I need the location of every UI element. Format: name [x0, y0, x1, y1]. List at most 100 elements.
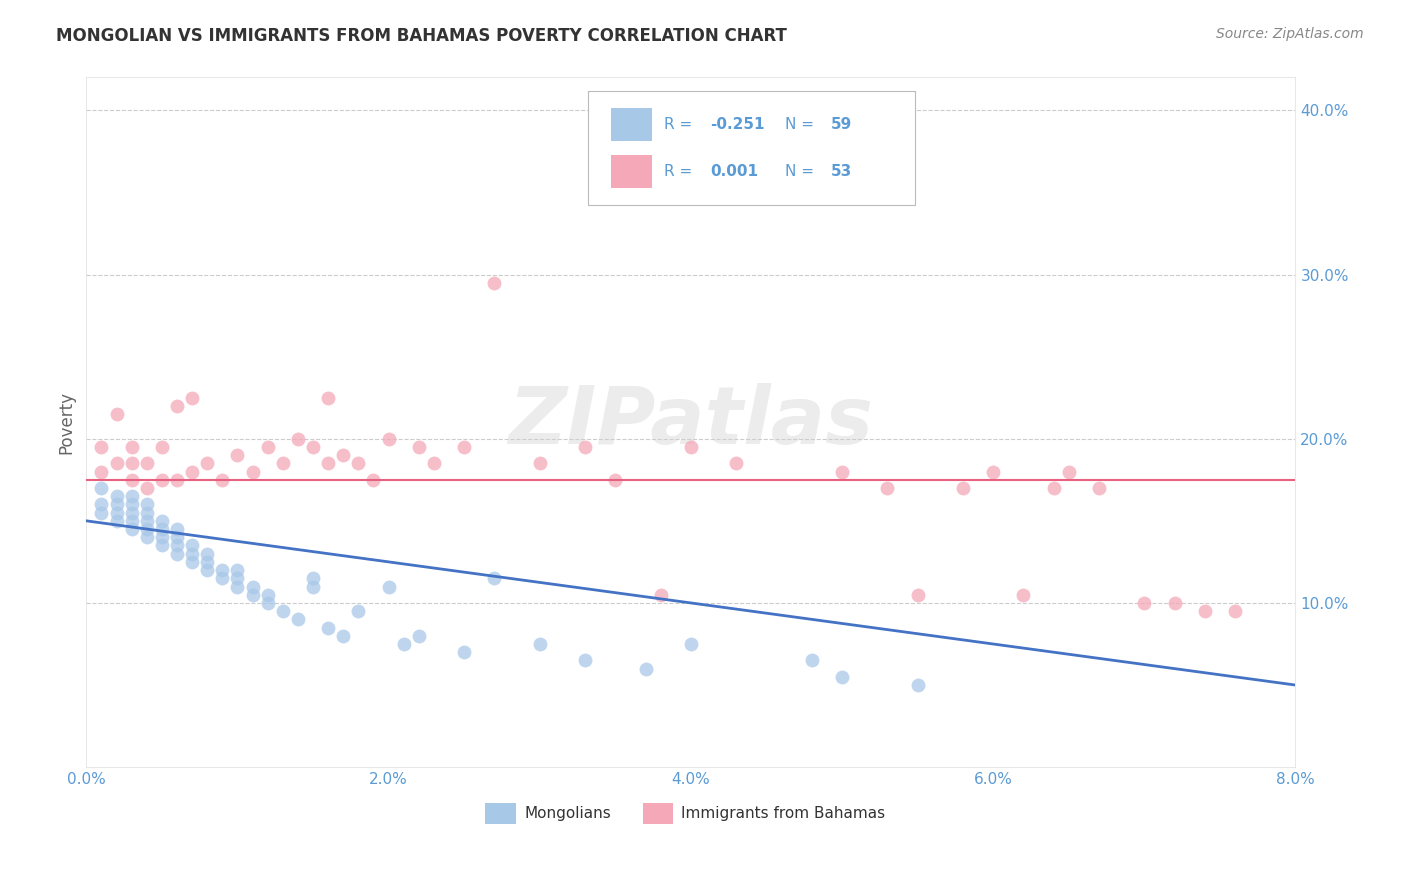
Point: [242, 580, 264, 594]
Point: [105, 506, 128, 520]
Point: [256, 440, 278, 454]
FancyBboxPatch shape: [588, 91, 914, 205]
Point: [377, 432, 399, 446]
Point: [242, 465, 264, 479]
Text: Source: ZipAtlas.com: Source: ZipAtlas.com: [1216, 27, 1364, 41]
Point: [181, 555, 204, 569]
Point: [166, 530, 188, 544]
Point: [1088, 481, 1111, 495]
Point: [166, 399, 188, 413]
Point: [105, 514, 128, 528]
Point: [1057, 465, 1080, 479]
Point: [1133, 596, 1156, 610]
Point: [271, 456, 294, 470]
Text: ZIPatlas: ZIPatlas: [509, 384, 873, 461]
FancyBboxPatch shape: [612, 108, 652, 141]
Point: [574, 440, 596, 454]
Point: [302, 580, 325, 594]
Point: [226, 580, 249, 594]
Point: [226, 448, 249, 462]
Point: [195, 563, 218, 577]
Point: [135, 530, 157, 544]
Point: [150, 514, 173, 528]
Point: [211, 563, 233, 577]
Point: [181, 539, 204, 553]
Point: [195, 456, 218, 470]
Point: [316, 456, 339, 470]
Point: [529, 456, 551, 470]
Point: [1194, 604, 1216, 618]
Text: -0.251: -0.251: [710, 117, 765, 132]
Point: [907, 588, 929, 602]
Point: [121, 497, 143, 511]
Point: [332, 629, 354, 643]
Point: [135, 456, 157, 470]
Point: [408, 629, 430, 643]
Point: [907, 678, 929, 692]
Point: [166, 539, 188, 553]
Point: [150, 522, 173, 536]
Point: [150, 539, 173, 553]
Point: [302, 440, 325, 454]
Point: [105, 489, 128, 503]
Point: [453, 645, 475, 659]
Point: [90, 497, 112, 511]
FancyBboxPatch shape: [643, 803, 672, 823]
Point: [392, 637, 415, 651]
Point: [121, 456, 143, 470]
Text: N =: N =: [785, 164, 820, 179]
Point: [135, 514, 157, 528]
Point: [347, 604, 370, 618]
Point: [605, 473, 627, 487]
Point: [135, 506, 157, 520]
Point: [121, 522, 143, 536]
Point: [105, 497, 128, 511]
Point: [90, 481, 112, 495]
Point: [679, 440, 702, 454]
Point: [725, 456, 748, 470]
Point: [650, 588, 672, 602]
Point: [316, 621, 339, 635]
Point: [952, 481, 974, 495]
Point: [105, 407, 128, 421]
Point: [1163, 596, 1185, 610]
Point: [166, 473, 188, 487]
Text: R =: R =: [664, 164, 697, 179]
Point: [1012, 588, 1035, 602]
Point: [574, 653, 596, 667]
Point: [529, 637, 551, 651]
Point: [302, 571, 325, 585]
Point: [800, 653, 823, 667]
Point: [332, 448, 354, 462]
Point: [634, 662, 657, 676]
Point: [347, 456, 370, 470]
Point: [226, 563, 249, 577]
Point: [166, 547, 188, 561]
Text: 53: 53: [831, 164, 852, 179]
Point: [256, 596, 278, 610]
Point: [981, 465, 1004, 479]
Point: [316, 391, 339, 405]
Point: [195, 547, 218, 561]
Point: [150, 440, 173, 454]
Point: [287, 432, 309, 446]
Point: [121, 440, 143, 454]
Point: [256, 588, 278, 602]
Point: [242, 588, 264, 602]
Text: Mongolians: Mongolians: [524, 805, 610, 821]
Text: MONGOLIAN VS IMMIGRANTS FROM BAHAMAS POVERTY CORRELATION CHART: MONGOLIAN VS IMMIGRANTS FROM BAHAMAS POV…: [56, 27, 787, 45]
Point: [211, 473, 233, 487]
Point: [90, 465, 112, 479]
Y-axis label: Poverty: Poverty: [58, 391, 75, 454]
Point: [423, 456, 446, 470]
Point: [1042, 481, 1064, 495]
Point: [363, 473, 385, 487]
Point: [105, 456, 128, 470]
Point: [377, 580, 399, 594]
Point: [135, 481, 157, 495]
Point: [166, 522, 188, 536]
Point: [181, 547, 204, 561]
Text: 59: 59: [831, 117, 852, 132]
Point: [484, 571, 506, 585]
Point: [271, 604, 294, 618]
